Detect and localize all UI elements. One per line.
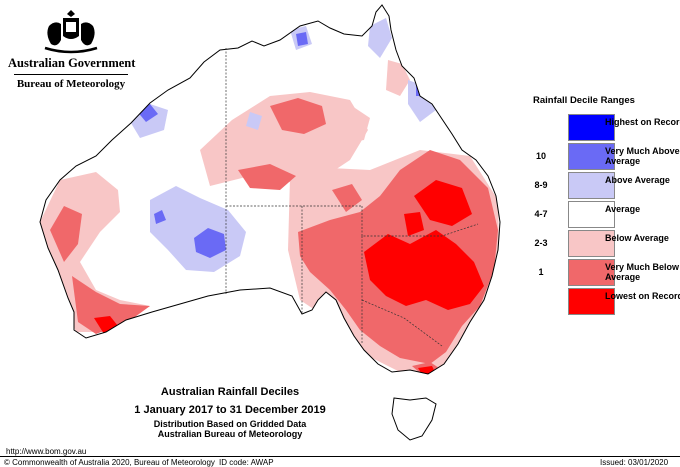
copyright-text: © Commonwealth of Australia 2020, Bureau… [4, 458, 215, 467]
map-period: 1 January 2017 to 31 December 2019 [134, 404, 326, 416]
id-code: ID code: AWAP [219, 458, 274, 467]
legend-range: 4-7 [534, 209, 548, 219]
legend-swatch [568, 114, 615, 141]
issued-date: Issued: 03/01/2020 [600, 458, 669, 467]
government-logo: Australian Government Bureau of Meteorol… [8, 10, 136, 90]
logo-divider [14, 74, 128, 75]
legend-item: Highest on Record [522, 114, 680, 142]
state-borders [225, 48, 479, 347]
legend-item: 4-7 Average [522, 201, 672, 229]
government-name: Australian Government [8, 56, 136, 70]
legend-label: Above Average [605, 175, 670, 185]
decile-regions [40, 18, 500, 378]
bureau-name: Bureau of Meteorology [16, 78, 126, 90]
legend-swatch [568, 230, 615, 257]
legend-range: 10 [535, 151, 546, 161]
coastline [39, 4, 501, 441]
legend-swatch [568, 172, 615, 199]
website-link[interactable]: http://www.bom.gov.au [6, 447, 87, 456]
legend-item: 1 Very Much Below Average [522, 259, 679, 287]
legend-range: 8-9 [534, 180, 548, 190]
legend-label: Lowest on Record [605, 291, 680, 301]
map-title: Australian Rainfall Deciles [160, 386, 300, 398]
legend-swatch [568, 201, 615, 228]
tasmania [392, 398, 436, 440]
legend-item: 2-3 Below Average [522, 230, 672, 258]
legend-item: 10 Very Much Above Average [522, 143, 680, 171]
region-lowest-on-record [94, 180, 484, 378]
map-title-block: Australian Rainfall Deciles 1 January 20… [110, 386, 350, 439]
legend-item: 8-9 Above Average [522, 172, 672, 200]
map-note-distribution: Distribution Based on Gridded Data [153, 419, 307, 429]
legend-swatch [568, 143, 615, 170]
map-note-bureau: Australian Bureau of Meteorology [157, 429, 303, 439]
legend-label: Below Average [605, 233, 669, 243]
legend-title: Rainfall Decile Ranges [533, 95, 635, 106]
legend-label: Very Much Below Average [605, 262, 680, 282]
legend-range: 2-3 [534, 238, 548, 248]
footer-divider [0, 456, 680, 457]
legend-swatch [568, 288, 615, 315]
legend-label: Average [605, 204, 641, 214]
legend-label: Highest on Record [605, 117, 680, 127]
legend-swatch [568, 259, 615, 286]
legend-item: Lowest on Record [522, 288, 680, 316]
legend-range: 1 [538, 267, 544, 277]
legend-label: Very Much Above Average [605, 146, 680, 166]
coat-of-arms-icon [44, 10, 98, 54]
